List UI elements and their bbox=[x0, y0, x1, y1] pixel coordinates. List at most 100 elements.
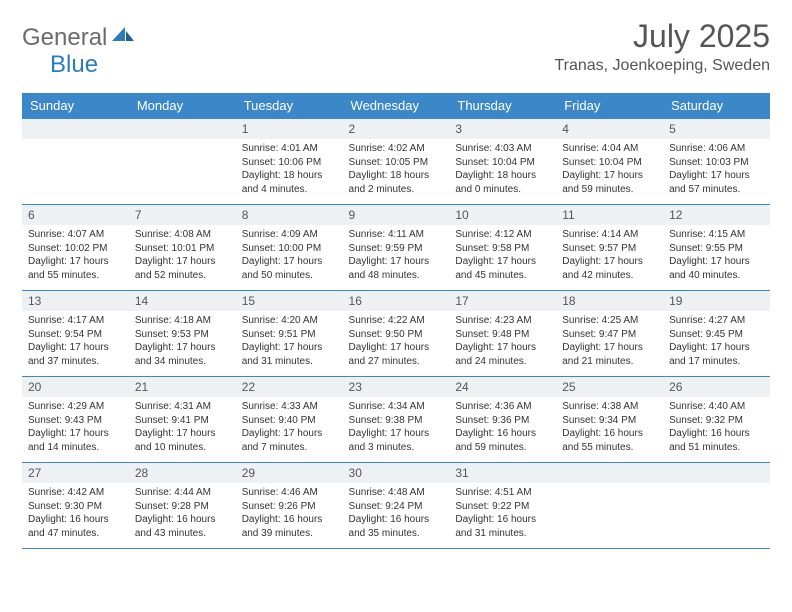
day-details: Sunrise: 4:18 AMSunset: 9:53 PMDaylight:… bbox=[129, 311, 236, 372]
calendar-cell: 10Sunrise: 4:12 AMSunset: 9:58 PMDayligh… bbox=[449, 205, 556, 291]
sunset-line: Sunset: 9:57 PM bbox=[562, 242, 657, 256]
sunset-line: Sunset: 10:05 PM bbox=[349, 156, 444, 170]
sunrise-line: Sunrise: 4:33 AM bbox=[242, 400, 337, 414]
daylight-line: Daylight: 16 hours and 43 minutes. bbox=[135, 513, 230, 540]
day-number: 4 bbox=[556, 119, 663, 139]
daylight-line: Daylight: 17 hours and 48 minutes. bbox=[349, 255, 444, 282]
sunset-line: Sunset: 9:47 PM bbox=[562, 328, 657, 342]
day-number: 31 bbox=[449, 463, 556, 483]
daylight-line: Daylight: 17 hours and 27 minutes. bbox=[349, 341, 444, 368]
sunrise-line: Sunrise: 4:01 AM bbox=[242, 142, 337, 156]
day-number: 19 bbox=[663, 291, 770, 311]
daylight-line: Daylight: 17 hours and 14 minutes. bbox=[28, 427, 123, 454]
sunset-line: Sunset: 9:53 PM bbox=[135, 328, 230, 342]
day-details: Sunrise: 4:29 AMSunset: 9:43 PMDaylight:… bbox=[22, 397, 129, 458]
weekday-tuesday: Tuesday bbox=[236, 93, 343, 119]
calendar-cell: 16Sunrise: 4:22 AMSunset: 9:50 PMDayligh… bbox=[343, 291, 450, 377]
day-details: Sunrise: 4:51 AMSunset: 9:22 PMDaylight:… bbox=[449, 483, 556, 544]
day-number: 5 bbox=[663, 119, 770, 139]
daylight-line: Daylight: 17 hours and 45 minutes. bbox=[455, 255, 550, 282]
sunset-line: Sunset: 10:00 PM bbox=[242, 242, 337, 256]
sunset-line: Sunset: 10:04 PM bbox=[455, 156, 550, 170]
sunset-line: Sunset: 9:41 PM bbox=[135, 414, 230, 428]
sunrise-line: Sunrise: 4:29 AM bbox=[28, 400, 123, 414]
sunset-line: Sunset: 9:28 PM bbox=[135, 500, 230, 514]
sunrise-line: Sunrise: 4:38 AM bbox=[562, 400, 657, 414]
calendar-cell: 25Sunrise: 4:38 AMSunset: 9:34 PMDayligh… bbox=[556, 377, 663, 463]
sunset-line: Sunset: 10:04 PM bbox=[562, 156, 657, 170]
sunrise-line: Sunrise: 4:46 AM bbox=[242, 486, 337, 500]
weekday-sunday: Sunday bbox=[22, 93, 129, 119]
day-details: Sunrise: 4:02 AMSunset: 10:05 PMDaylight… bbox=[343, 139, 450, 200]
sunrise-line: Sunrise: 4:09 AM bbox=[242, 228, 337, 242]
daylight-line: Daylight: 16 hours and 39 minutes. bbox=[242, 513, 337, 540]
sunset-line: Sunset: 9:54 PM bbox=[28, 328, 123, 342]
sunset-line: Sunset: 9:43 PM bbox=[28, 414, 123, 428]
day-number: 12 bbox=[663, 205, 770, 225]
day-number: 25 bbox=[556, 377, 663, 397]
sunset-line: Sunset: 9:51 PM bbox=[242, 328, 337, 342]
calendar-cell: 30Sunrise: 4:48 AMSunset: 9:24 PMDayligh… bbox=[343, 463, 450, 549]
sunset-line: Sunset: 9:30 PM bbox=[28, 500, 123, 514]
sunset-line: Sunset: 9:32 PM bbox=[669, 414, 764, 428]
sunrise-line: Sunrise: 4:44 AM bbox=[135, 486, 230, 500]
daylight-line: Daylight: 16 hours and 51 minutes. bbox=[669, 427, 764, 454]
sunset-line: Sunset: 9:38 PM bbox=[349, 414, 444, 428]
day-details: Sunrise: 4:25 AMSunset: 9:47 PMDaylight:… bbox=[556, 311, 663, 372]
weekday-monday: Monday bbox=[129, 93, 236, 119]
header: General July 2025 Tranas, Joenkoeping, S… bbox=[22, 18, 770, 75]
calendar-cell: 21Sunrise: 4:31 AMSunset: 9:41 PMDayligh… bbox=[129, 377, 236, 463]
calendar-cell: 2Sunrise: 4:02 AMSunset: 10:05 PMDayligh… bbox=[343, 119, 450, 205]
month-title: July 2025 bbox=[554, 18, 770, 55]
calendar-cell: 3Sunrise: 4:03 AMSunset: 10:04 PMDayligh… bbox=[449, 119, 556, 205]
calendar-row: 1Sunrise: 4:01 AMSunset: 10:06 PMDayligh… bbox=[22, 119, 770, 205]
sunset-line: Sunset: 9:55 PM bbox=[669, 242, 764, 256]
calendar-cell: 1Sunrise: 4:01 AMSunset: 10:06 PMDayligh… bbox=[236, 119, 343, 205]
sunrise-line: Sunrise: 4:07 AM bbox=[28, 228, 123, 242]
daylight-line: Daylight: 16 hours and 59 minutes. bbox=[455, 427, 550, 454]
sunset-line: Sunset: 10:06 PM bbox=[242, 156, 337, 170]
sunset-line: Sunset: 9:50 PM bbox=[349, 328, 444, 342]
day-details: Sunrise: 4:15 AMSunset: 9:55 PMDaylight:… bbox=[663, 225, 770, 286]
daylight-line: Daylight: 16 hours and 31 minutes. bbox=[455, 513, 550, 540]
daylight-line: Daylight: 18 hours and 4 minutes. bbox=[242, 169, 337, 196]
daylight-line: Daylight: 17 hours and 57 minutes. bbox=[669, 169, 764, 196]
sunrise-line: Sunrise: 4:36 AM bbox=[455, 400, 550, 414]
daylight-line: Daylight: 17 hours and 55 minutes. bbox=[28, 255, 123, 282]
day-details: Sunrise: 4:06 AMSunset: 10:03 PMDaylight… bbox=[663, 139, 770, 200]
daylight-line: Daylight: 17 hours and 3 minutes. bbox=[349, 427, 444, 454]
calendar-table: Sunday Monday Tuesday Wednesday Thursday… bbox=[22, 93, 770, 549]
logo-sail-icon bbox=[112, 25, 134, 48]
day-details: Sunrise: 4:33 AMSunset: 9:40 PMDaylight:… bbox=[236, 397, 343, 458]
day-details: Sunrise: 4:48 AMSunset: 9:24 PMDaylight:… bbox=[343, 483, 450, 544]
calendar-cell: 12Sunrise: 4:15 AMSunset: 9:55 PMDayligh… bbox=[663, 205, 770, 291]
daylight-line: Daylight: 17 hours and 10 minutes. bbox=[135, 427, 230, 454]
day-details: Sunrise: 4:07 AMSunset: 10:02 PMDaylight… bbox=[22, 225, 129, 286]
sunrise-line: Sunrise: 4:51 AM bbox=[455, 486, 550, 500]
weekday-friday: Friday bbox=[556, 93, 663, 119]
daylight-line: Daylight: 17 hours and 59 minutes. bbox=[562, 169, 657, 196]
sunrise-line: Sunrise: 4:08 AM bbox=[135, 228, 230, 242]
calendar-cell bbox=[129, 119, 236, 205]
calendar-cell: 11Sunrise: 4:14 AMSunset: 9:57 PMDayligh… bbox=[556, 205, 663, 291]
sunrise-line: Sunrise: 4:40 AM bbox=[669, 400, 764, 414]
day-number: 15 bbox=[236, 291, 343, 311]
calendar-cell bbox=[556, 463, 663, 549]
sunrise-line: Sunrise: 4:23 AM bbox=[455, 314, 550, 328]
calendar-cell: 5Sunrise: 4:06 AMSunset: 10:03 PMDayligh… bbox=[663, 119, 770, 205]
weekday-thursday: Thursday bbox=[449, 93, 556, 119]
day-details: Sunrise: 4:38 AMSunset: 9:34 PMDaylight:… bbox=[556, 397, 663, 458]
daylight-line: Daylight: 17 hours and 31 minutes. bbox=[242, 341, 337, 368]
sunset-line: Sunset: 10:03 PM bbox=[669, 156, 764, 170]
day-number: 9 bbox=[343, 205, 450, 225]
day-number: 18 bbox=[556, 291, 663, 311]
day-number: 6 bbox=[22, 205, 129, 225]
sunset-line: Sunset: 9:26 PM bbox=[242, 500, 337, 514]
day-number: 21 bbox=[129, 377, 236, 397]
day-details: Sunrise: 4:01 AMSunset: 10:06 PMDaylight… bbox=[236, 139, 343, 200]
sunrise-line: Sunrise: 4:15 AM bbox=[669, 228, 764, 242]
daylight-line: Daylight: 17 hours and 17 minutes. bbox=[669, 341, 764, 368]
daylight-line: Daylight: 17 hours and 34 minutes. bbox=[135, 341, 230, 368]
day-number: 11 bbox=[556, 205, 663, 225]
day-details: Sunrise: 4:20 AMSunset: 9:51 PMDaylight:… bbox=[236, 311, 343, 372]
